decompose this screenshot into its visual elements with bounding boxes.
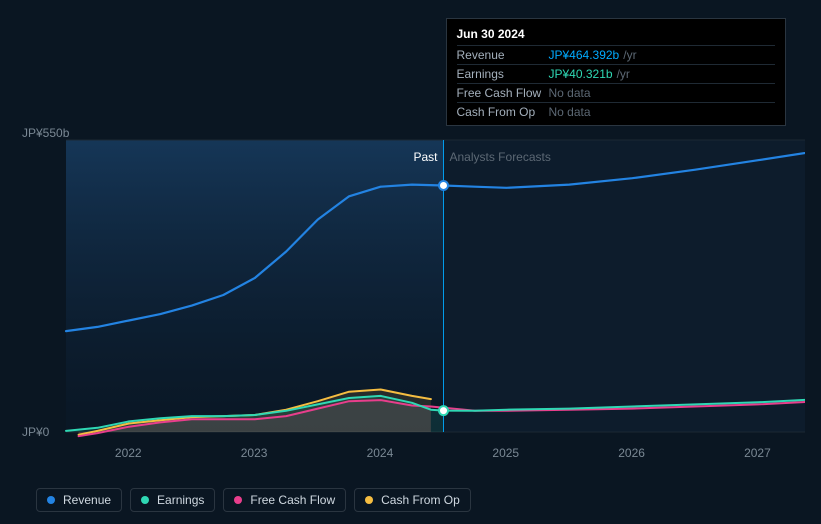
tooltip-row-value: No data xyxy=(549,105,591,119)
x-axis-tick: 2024 xyxy=(367,446,394,460)
x-axis-tick: 2027 xyxy=(744,446,771,460)
legend-dot-icon xyxy=(47,496,55,504)
hover-tooltip: Jun 30 2024 RevenueJP¥464.392b/yrEarning… xyxy=(446,18,786,126)
financials-chart[interactable]: JP¥550b JP¥0 Past Analysts Forecasts 202… xyxy=(16,0,805,524)
tooltip-row: Cash From OpNo data xyxy=(457,102,775,121)
legend-item-free-cash-flow[interactable]: Free Cash Flow xyxy=(223,488,346,512)
tooltip-row-label: Earnings xyxy=(457,67,549,81)
x-axis-tick: 2022 xyxy=(115,446,142,460)
tooltip-row-label: Revenue xyxy=(457,48,549,62)
y-axis-min-label: JP¥0 xyxy=(22,425,49,439)
legend-item-label: Revenue xyxy=(63,493,111,507)
tooltip-date: Jun 30 2024 xyxy=(457,25,775,45)
tooltip-row: RevenueJP¥464.392b/yr xyxy=(457,45,775,64)
tooltip-row-unit: /yr xyxy=(617,67,630,81)
legend-item-label: Earnings xyxy=(157,493,204,507)
legend-item-label: Free Cash Flow xyxy=(250,493,335,507)
tooltip-row-label: Cash From Op xyxy=(457,105,549,119)
x-axis-tick: 2025 xyxy=(492,446,519,460)
legend-item-cash-from-op[interactable]: Cash From Op xyxy=(354,488,471,512)
legend-item-label: Cash From Op xyxy=(381,493,460,507)
legend-item-revenue[interactable]: Revenue xyxy=(36,488,122,512)
legend-dot-icon xyxy=(365,496,373,504)
tooltip-row-value: JP¥40.321b xyxy=(549,67,613,81)
tooltip-row-value: No data xyxy=(549,86,591,100)
y-axis-max-label: JP¥550b xyxy=(22,126,69,140)
tooltip-row-value: JP¥464.392b xyxy=(549,48,620,62)
legend-item-earnings[interactable]: Earnings xyxy=(130,488,215,512)
x-axis-tick: 2026 xyxy=(618,446,645,460)
tooltip-row-label: Free Cash Flow xyxy=(457,86,549,100)
legend-dot-icon xyxy=(141,496,149,504)
legend-dot-icon xyxy=(234,496,242,504)
chart-legend: Revenue Earnings Free Cash Flow Cash From O… xyxy=(36,488,471,512)
x-axis-tick: 2023 xyxy=(241,446,268,460)
tooltip-row: EarningsJP¥40.321b/yr xyxy=(457,64,775,83)
tooltip-row: Free Cash FlowNo data xyxy=(457,83,775,102)
tooltip-row-unit: /yr xyxy=(623,48,636,62)
past-label: Past xyxy=(378,150,438,164)
forecast-label: Analysts Forecasts xyxy=(450,150,551,164)
